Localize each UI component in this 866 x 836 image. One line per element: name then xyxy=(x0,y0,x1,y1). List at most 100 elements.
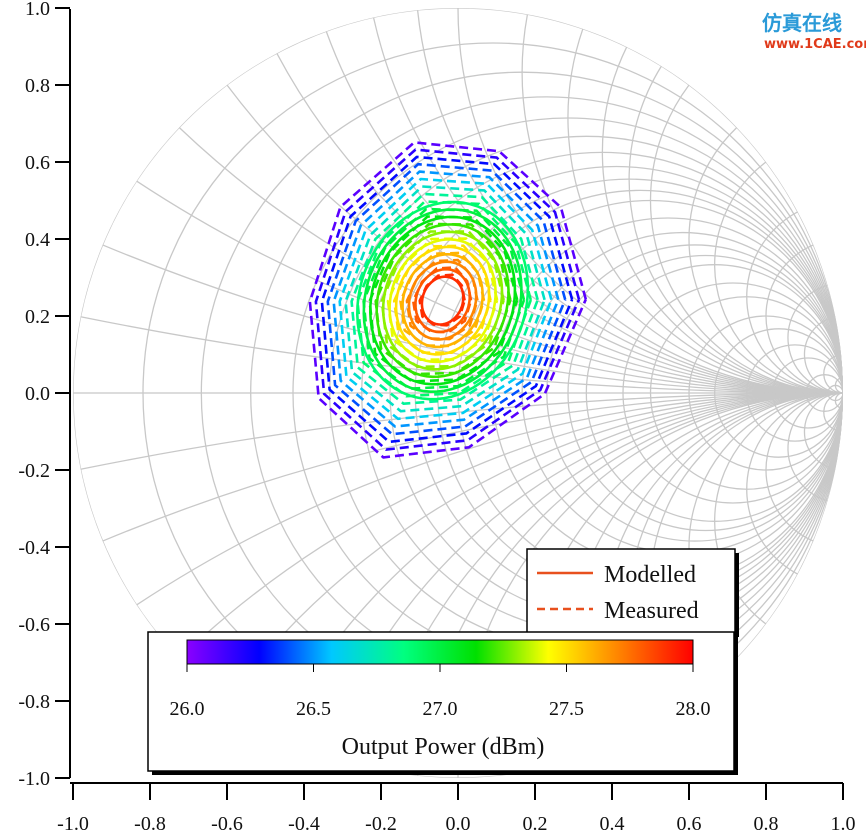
measured-contour xyxy=(356,200,533,398)
modelled-contour xyxy=(414,267,472,334)
x-tick-label: 0.8 xyxy=(754,813,779,835)
measured-contour xyxy=(344,185,546,413)
measured-contour xyxy=(368,215,519,383)
reactance-arc xyxy=(823,392,843,433)
reactance-arc xyxy=(567,28,843,394)
reactance-arc xyxy=(178,127,843,394)
colorbar: 26.0 26.5 27.0 27.5 28.0 Output Power (dBm) xyxy=(147,631,738,775)
y-tick-label: -0.4 xyxy=(18,537,50,559)
x-tick-label: 0.0 xyxy=(446,813,471,835)
y-axis: 1.0 0.8 0.6 0.4 0.2 0.0 -0.2 -0.4 -0.6 -0.8 -1.0 xyxy=(18,0,71,790)
reactance-arc xyxy=(276,52,843,394)
y-tick-label: 0.6 xyxy=(25,152,50,174)
reactance-arc xyxy=(823,353,843,394)
measured-contour xyxy=(326,162,567,436)
measured-contour xyxy=(314,148,581,451)
reactance-arc xyxy=(649,84,843,394)
watermark-logo: 仿真在线 www.1CAE.com xyxy=(762,11,866,52)
x-tick-label: -0.2 xyxy=(365,813,397,835)
modelled-contour xyxy=(375,223,510,379)
modelled-contour xyxy=(355,200,530,401)
reactance-arc xyxy=(834,376,843,394)
reactance-arc xyxy=(787,392,843,502)
x-tick-label: 0.2 xyxy=(523,813,548,835)
reactance-arc xyxy=(601,46,843,394)
legend-box xyxy=(526,548,736,634)
y-tick-label: -0.2 xyxy=(18,460,50,482)
reactance-arc xyxy=(746,211,843,394)
measured-contour xyxy=(320,155,574,444)
legend-modelled-label: Modelled xyxy=(604,562,696,588)
reactance-arc xyxy=(416,10,843,394)
modelled-contour xyxy=(394,245,491,356)
reactance-arc xyxy=(765,392,843,542)
y-tick-label: 1.0 xyxy=(25,0,50,20)
reactance-arc xyxy=(102,244,843,394)
y-tick-label: -0.6 xyxy=(18,614,50,636)
modelled-contour xyxy=(407,260,478,341)
measured-contour xyxy=(350,192,539,406)
reactance-arc xyxy=(136,392,843,606)
measured-contour xyxy=(332,170,560,428)
colorbar-label: Output Power (dBm) xyxy=(342,734,545,760)
measured-contour xyxy=(308,141,588,459)
y-tick-label: 0.8 xyxy=(25,75,50,97)
modelled-contour xyxy=(368,215,517,386)
x-tick-label: -0.8 xyxy=(134,813,166,835)
contour-group xyxy=(308,141,588,459)
colorbar-tick-label: 26.5 xyxy=(296,698,331,720)
x-tick-label: 0.4 xyxy=(600,813,625,835)
reactance-arc xyxy=(803,392,843,470)
reactance-arc xyxy=(80,316,843,394)
reactance-arc xyxy=(80,392,843,470)
y-tick-label: -1.0 xyxy=(18,768,50,790)
reactance-arc xyxy=(178,392,843,659)
colorbar-tick-label: 28.0 xyxy=(676,698,711,720)
measured-contour xyxy=(405,258,479,341)
reactance-arc xyxy=(102,392,843,542)
resistance-circle xyxy=(746,344,843,442)
modelled-contour xyxy=(388,238,497,364)
modelled-contour xyxy=(420,275,465,326)
x-tick-label: -0.4 xyxy=(288,813,320,835)
legend: Modelled Measured xyxy=(526,548,739,637)
y-tick-label: 0.4 xyxy=(25,229,50,251)
measured-contour xyxy=(418,273,466,327)
reactance-arc xyxy=(834,392,843,410)
x-tick-label: -0.6 xyxy=(211,813,243,835)
colorbar-tick-label: 26.0 xyxy=(170,698,205,720)
y-tick-label: -0.8 xyxy=(18,691,50,713)
reactance-arc xyxy=(457,8,843,394)
resistance-circle xyxy=(567,254,843,532)
measured-contour xyxy=(338,177,553,421)
reactance-arc xyxy=(787,284,843,394)
reactance-arc xyxy=(765,244,843,394)
modelled-contour xyxy=(381,230,504,371)
reactance-arc xyxy=(688,127,843,394)
reactance-arc xyxy=(226,392,843,702)
resistance-circle xyxy=(622,282,843,504)
watermark-url: www.1CAE.com xyxy=(764,37,866,52)
reactance-arc xyxy=(372,17,843,394)
x-tick-label: -1.0 xyxy=(57,813,89,835)
colorbar-gradient xyxy=(186,639,694,665)
y-tick-label: 0.2 xyxy=(25,306,50,328)
reactance-arc xyxy=(714,161,843,394)
reactance-arc xyxy=(746,392,843,575)
x-tick-label: 1.0 xyxy=(831,813,856,835)
colorbar-tick-label: 27.0 xyxy=(423,698,458,720)
reactance-arc xyxy=(521,14,843,394)
reactance-arc xyxy=(628,65,843,394)
modelled-contour xyxy=(362,208,523,394)
y-tick-label: 0.0 xyxy=(25,383,50,405)
modelled-contour xyxy=(401,253,484,349)
x-axis: -1.0 -0.8 -0.6 -0.4 -0.2 0.0 0.2 0.4 0.6 0.8 1.0 xyxy=(57,782,856,835)
watermark-text: 仿真在线 xyxy=(762,11,842,35)
measured-contour xyxy=(392,244,492,355)
x-tick-label: 0.6 xyxy=(677,813,702,835)
colorbar-tick-label: 27.5 xyxy=(549,698,584,720)
resistance-circle xyxy=(546,244,843,542)
legend-measured-label: Measured xyxy=(604,598,699,624)
reactance-arc xyxy=(803,316,843,394)
